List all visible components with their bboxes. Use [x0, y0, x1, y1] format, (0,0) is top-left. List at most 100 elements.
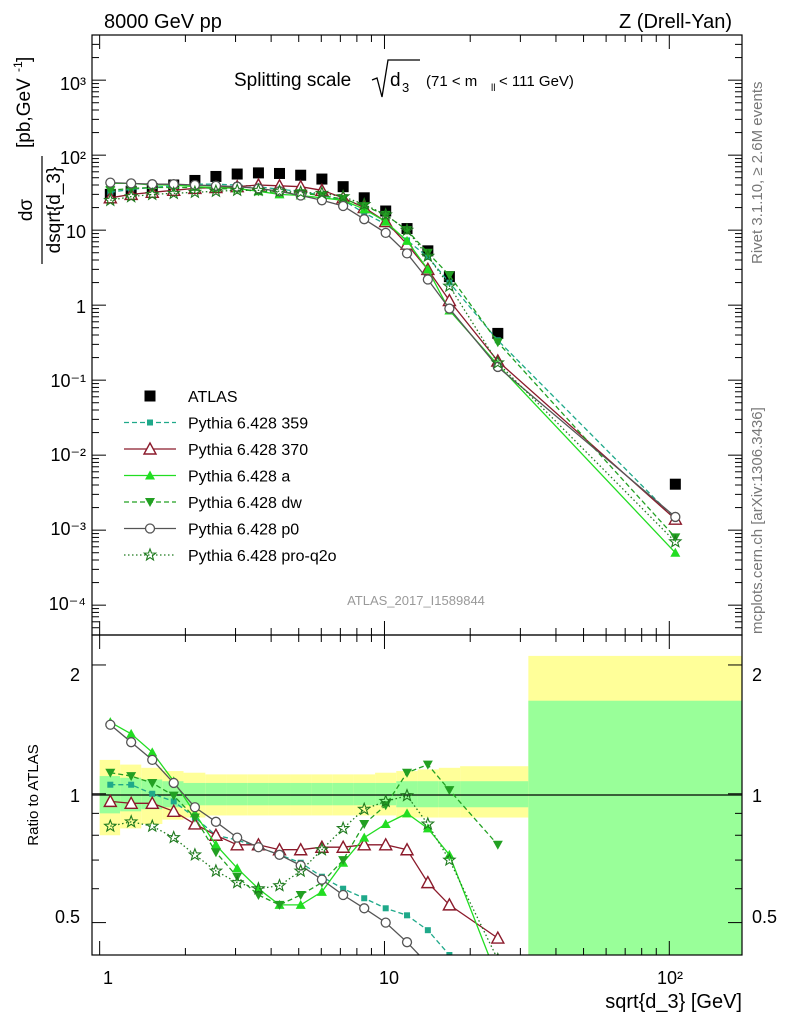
ratio-1-point	[442, 897, 457, 911]
ratio-band-green	[332, 782, 354, 806]
series-5-point	[444, 303, 455, 314]
series-6-point	[123, 188, 139, 203]
ratio-0-point	[149, 790, 156, 797]
legend-entry-6: Pythia 6.428 pro-q2o	[124, 547, 337, 565]
x-tick-label-10: 10	[379, 968, 399, 988]
y-axis-label: dσ dsqrt{d_3} [pb,GeV -1 ]	[11, 57, 65, 264]
ratio-band-green	[247, 782, 269, 806]
ratio-2-point	[147, 747, 158, 757]
series-6-point	[490, 355, 505, 369]
y-tick-label-1e-2: 10⁻²	[50, 445, 86, 465]
ratio-2-point	[210, 839, 221, 849]
series-line-6	[110, 189, 676, 543]
y-tick-label-1e-4: 10⁻⁴	[49, 594, 86, 614]
series-4-point	[492, 338, 503, 348]
ratio-1-point	[293, 842, 308, 856]
ratio-1-point	[490, 930, 505, 944]
ratio-series-3	[105, 760, 503, 910]
ratio-3-point	[168, 791, 179, 801]
series-5-point	[359, 214, 370, 225]
legend-label-0: ATLAS	[188, 389, 238, 406]
ratio-4-point	[423, 960, 432, 969]
x-tick-label-100: 10²	[657, 968, 683, 988]
legend-entry-3: Pythia 6.428 a	[124, 469, 290, 486]
title-cut-pre: (71 < m	[426, 73, 477, 90]
ratio-0-point	[361, 895, 368, 902]
ratio-5-point	[399, 788, 415, 802]
y-tick-label-1e-3: 10⁻³	[50, 519, 86, 539]
series-5-point	[105, 177, 116, 188]
series-0-point	[492, 327, 504, 339]
series-6-point	[357, 196, 372, 211]
ratio-series-1	[103, 793, 505, 944]
x-tick-label-1: 1	[103, 968, 113, 988]
ratio-tick-label-2-right: 2	[752, 665, 762, 685]
ratio-2-point	[295, 899, 306, 909]
legend-marker-3	[145, 470, 155, 480]
series-layer	[103, 167, 683, 557]
series-0-point	[252, 167, 264, 179]
series-4-point	[422, 248, 433, 258]
ratio-0-point	[107, 781, 114, 788]
series-6-point	[442, 278, 457, 293]
series-line-5	[110, 181, 676, 518]
series-6-point	[420, 248, 436, 263]
ratio-0-point	[128, 781, 135, 788]
ratio-2-point	[316, 886, 327, 896]
ratio-5-point	[251, 881, 266, 895]
ratio-band-green	[290, 782, 312, 806]
main-plot-frame	[91, 34, 743, 636]
ratio-1-point	[399, 842, 415, 856]
rivet-label: Rivet 3.1.10, ≥ 2.6M events	[749, 82, 766, 265]
ratio-2-point	[493, 974, 503, 983]
ratio-5-point	[314, 842, 330, 856]
series-6-point	[251, 182, 266, 197]
ratio-line-1	[110, 800, 499, 939]
series-6-point	[293, 184, 308, 199]
ratio-band-green	[311, 782, 333, 806]
ratio-band-green	[226, 782, 248, 806]
legend-entry-0: ATLAS	[144, 389, 238, 406]
legend-label-1: Pythia 6.428 359	[188, 416, 308, 433]
series-6-point	[103, 192, 118, 207]
ratio-tick-label-2-left: 2	[70, 665, 80, 685]
ratio-4-point	[105, 719, 116, 730]
legend-label-4: Pythia 6.428 dw	[188, 495, 302, 512]
legend-entry-4: Pythia 6.428 dw	[124, 495, 302, 512]
ratio-y-label: Ratio to ATLAS	[25, 744, 42, 845]
ratio-plot-frame	[91, 634, 743, 956]
series-0-point	[316, 173, 328, 185]
ratio-1-point	[123, 795, 139, 810]
ratio-1-point	[378, 837, 393, 851]
legend-entry-1: Pythia 6.428 359	[124, 416, 308, 433]
ratio-0-point	[340, 885, 347, 892]
series-5-point	[232, 181, 243, 192]
ratio-0-point	[446, 952, 453, 955]
legend-label-2: Pythia 6.428 370	[188, 442, 308, 459]
ratio-tick-label-0.5-right: 0.5	[752, 907, 777, 927]
series-4-point	[444, 271, 455, 281]
series-5-point	[401, 248, 413, 259]
ratio-5-point	[187, 847, 203, 861]
series-6-point	[166, 185, 181, 200]
ratio-4-point	[232, 832, 243, 843]
header-left: 8000 GeV pp	[104, 11, 222, 33]
ratio-3-point	[189, 813, 200, 823]
y-tick-label-1e3: 10³	[60, 74, 86, 94]
series-4-point	[670, 533, 681, 543]
ratio-3-point	[338, 856, 349, 866]
ratio-0-point	[170, 798, 177, 805]
ratio-5-point	[357, 801, 372, 816]
ylabel-unit-close: ]	[14, 57, 35, 62]
ratio-4-point	[380, 917, 391, 928]
plot-title: Splitting scale	[234, 70, 351, 91]
series-6-point	[314, 185, 330, 200]
x-axis-label: sqrt{d_3} [GeV]	[605, 991, 742, 1013]
ratio-band-green	[417, 781, 439, 808]
series-5-point	[670, 511, 681, 523]
ratio-tick-label-0.5-left: 0.5	[55, 907, 80, 927]
ratio-5-point	[166, 830, 181, 844]
ratio-band-green	[460, 781, 529, 808]
ratio-5-point	[442, 852, 457, 867]
ratio-series-5	[103, 788, 499, 955]
